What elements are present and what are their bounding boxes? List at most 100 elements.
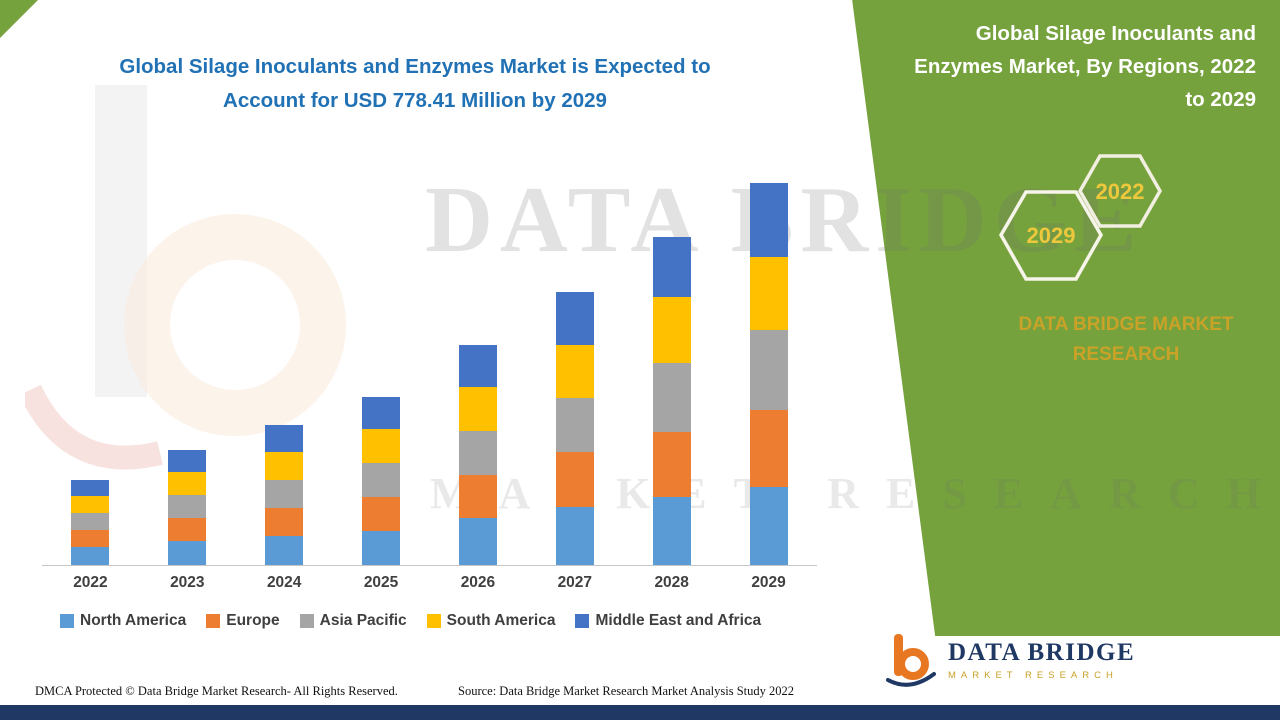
bar-segment — [652, 431, 691, 497]
hexagon-2029-label: 2029 — [1027, 223, 1076, 248]
bar-segment — [652, 236, 691, 297]
bar-segment — [71, 512, 110, 531]
bar-segment — [168, 517, 207, 541]
footer-dmca-text: DMCA Protected © Data Bridge Market Rese… — [35, 684, 398, 698]
green-side-panel — [852, 0, 1280, 636]
stacked-bar-2023 — [168, 450, 207, 565]
stacked-bar-2028 — [652, 236, 691, 565]
bar-column-2023 — [139, 172, 236, 565]
bar-segment — [555, 398, 594, 452]
bar-segment — [71, 530, 110, 548]
bar-column-2027 — [526, 172, 623, 565]
chart-legend: North America Europe Asia Pacific South Ame… — [42, 612, 817, 630]
stacked-bar-2024 — [265, 425, 304, 565]
bar-segment — [362, 462, 401, 498]
bar-segment — [458, 345, 497, 388]
stacked-bar-2029 — [749, 182, 788, 565]
x-axis: 2022 2023 2024 2025 2026 2027 2028 2029 — [42, 574, 817, 592]
bar-segment — [71, 480, 110, 497]
stacked-bar-2027 — [555, 291, 594, 565]
bar-segment — [168, 540, 207, 565]
x-axis-label: 2022 — [73, 574, 108, 591]
bar-segment — [749, 256, 788, 330]
x-axis-label: 2023 — [170, 574, 205, 591]
watermark-b-stem — [95, 85, 147, 397]
bar-segment — [555, 452, 594, 507]
x-axis-label: 2029 — [751, 574, 786, 591]
panel-title: Global Silage Inoculants and Enzymes Mar… — [914, 22, 1256, 111]
watermark-b-bowl — [124, 214, 346, 436]
bar-column-2026 — [430, 172, 527, 565]
brand-text: DATA BRIDGE MARKET RESEARCH — [1018, 314, 1234, 366]
stacked-bar-2022 — [71, 480, 110, 565]
bar-segment — [168, 450, 207, 473]
legend-swatch — [60, 614, 74, 628]
bar-segment — [555, 291, 594, 345]
bar-column-2024 — [236, 172, 333, 565]
bar-segment — [168, 472, 207, 495]
corner-triangle-decoration — [0, 0, 38, 38]
watermark-swoosh — [25, 384, 163, 470]
bar-segment — [362, 397, 401, 430]
stacked-bar-2026 — [458, 345, 497, 565]
stacked-bar-chart: 2022 2023 2024 2025 2026 2027 2028 2029 North A… — [42, 172, 817, 630]
logo-tagline: MARKET RESEARCH — [948, 670, 1118, 681]
bar-column-2022 — [42, 172, 139, 565]
bar-segment — [458, 431, 497, 475]
x-axis-label: 2024 — [266, 574, 302, 591]
bar-segment — [652, 496, 691, 565]
hexagon-2022-label: 2022 — [1096, 179, 1145, 204]
bar-segment — [265, 479, 304, 508]
legend-label: Middle East and Africa — [595, 612, 762, 629]
bar-segment — [555, 507, 594, 565]
bar-segment — [71, 547, 110, 565]
bar-segment — [362, 429, 401, 463]
legend-item: Asia Pacific — [299, 612, 407, 630]
bottom-navy-bar — [0, 705, 1280, 720]
legend-label: Asia Pacific — [319, 612, 407, 629]
legend-swatch — [426, 614, 441, 628]
stacked-bar-2025 — [362, 397, 401, 565]
bar-segment — [749, 409, 788, 487]
page-title: Global Silage Inoculants and Enzymes Mar… — [119, 55, 711, 112]
bar-segment — [71, 496, 110, 513]
legend-swatch — [299, 614, 314, 628]
bar-segment — [652, 362, 691, 432]
year-hexagons: 2022 2029 — [998, 154, 1163, 281]
hexagon-2022 — [1077, 154, 1163, 228]
legend-item: North America — [60, 612, 186, 630]
footer-source-text: Source: Data Bridge Market Research Mark… — [458, 684, 795, 698]
bar-segment — [458, 517, 497, 565]
legend-item: Europe — [206, 612, 280, 630]
x-axis-label: 2027 — [557, 574, 593, 591]
bar-segment — [555, 344, 594, 398]
bar-segment — [749, 329, 788, 410]
data-bridge-logo: DATA BRIDGE MARKET RESEARCH — [884, 630, 1135, 690]
x-axis-label: 2025 — [363, 574, 399, 591]
hexagon-2029 — [998, 190, 1104, 281]
bar-segment — [168, 494, 207, 518]
legend-label: North America — [80, 612, 187, 629]
legend-item: Middle East and Africa — [575, 612, 761, 630]
bar-column-2028 — [623, 172, 720, 565]
legend-label: South America — [446, 612, 556, 629]
watermark-b-logo-icon — [25, 85, 346, 470]
bar-segment — [362, 497, 401, 531]
x-axis-label: 2026 — [460, 574, 496, 591]
legend-label: Europe — [226, 612, 280, 629]
logo-name: DATA BRIDGE — [948, 639, 1136, 666]
data-bridge-b-icon — [886, 634, 936, 687]
logo-b-bowl — [897, 648, 929, 680]
bar-segment — [362, 530, 401, 565]
plot-area — [42, 172, 817, 566]
logo-swoosh — [886, 672, 936, 687]
bar-segment — [458, 474, 497, 518]
bar-segment — [265, 535, 304, 565]
x-axis-label: 2028 — [654, 574, 689, 591]
bar-column-2025 — [333, 172, 430, 565]
bar-segment — [652, 296, 691, 363]
bar-column-2029 — [720, 172, 817, 565]
bar-segment — [749, 486, 788, 565]
bar-segment — [458, 387, 497, 432]
